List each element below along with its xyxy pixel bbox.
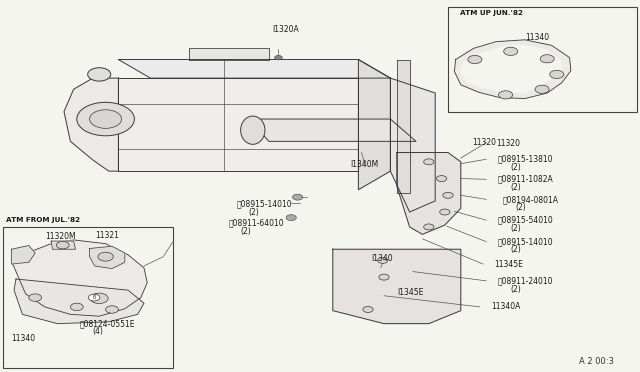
Circle shape bbox=[550, 70, 564, 78]
Circle shape bbox=[504, 47, 518, 55]
Circle shape bbox=[70, 303, 83, 311]
Circle shape bbox=[56, 241, 69, 249]
Text: 11345E: 11345E bbox=[494, 260, 523, 269]
Polygon shape bbox=[189, 48, 269, 60]
Circle shape bbox=[440, 209, 450, 215]
Text: Ⓞ08915-14010: Ⓞ08915-14010 bbox=[237, 199, 292, 208]
Circle shape bbox=[443, 192, 453, 198]
Polygon shape bbox=[461, 45, 562, 92]
Polygon shape bbox=[64, 78, 118, 171]
Text: B: B bbox=[92, 295, 96, 300]
Ellipse shape bbox=[241, 116, 265, 144]
Text: I1345E: I1345E bbox=[397, 288, 423, 297]
Text: I1340: I1340 bbox=[371, 254, 393, 263]
Circle shape bbox=[275, 55, 282, 60]
Text: (4): (4) bbox=[93, 327, 104, 336]
Text: 11340A: 11340A bbox=[492, 302, 521, 311]
Text: I1340M: I1340M bbox=[351, 160, 379, 169]
Text: ⒲08124-0551E: ⒲08124-0551E bbox=[80, 319, 136, 328]
Text: Ⓠ08915-54010: Ⓠ08915-54010 bbox=[498, 216, 554, 225]
Circle shape bbox=[535, 85, 549, 93]
Text: ATM FROM JUL.'82: ATM FROM JUL.'82 bbox=[6, 217, 81, 223]
Text: ⒲08194-0801A: ⒲08194-0801A bbox=[503, 195, 559, 204]
Circle shape bbox=[106, 306, 118, 313]
Bar bbox=[448, 7, 637, 112]
Text: 11320M: 11320M bbox=[45, 232, 76, 241]
Polygon shape bbox=[51, 241, 76, 249]
Circle shape bbox=[98, 252, 113, 261]
Polygon shape bbox=[358, 60, 390, 190]
Text: Ⓡ08915-14010: Ⓡ08915-14010 bbox=[498, 237, 554, 246]
Text: A 2 00:3: A 2 00:3 bbox=[579, 357, 614, 366]
Circle shape bbox=[363, 307, 373, 312]
Polygon shape bbox=[397, 60, 410, 193]
Circle shape bbox=[88, 68, 111, 81]
Text: 11320: 11320 bbox=[496, 139, 520, 148]
Circle shape bbox=[29, 294, 42, 301]
Polygon shape bbox=[250, 119, 416, 141]
Polygon shape bbox=[14, 279, 144, 324]
Text: (2): (2) bbox=[240, 227, 251, 236]
Circle shape bbox=[286, 215, 296, 221]
Text: (2): (2) bbox=[511, 183, 522, 192]
Circle shape bbox=[540, 55, 554, 63]
Polygon shape bbox=[90, 246, 125, 269]
Polygon shape bbox=[397, 153, 461, 234]
Circle shape bbox=[436, 176, 447, 182]
Circle shape bbox=[88, 294, 100, 301]
Polygon shape bbox=[13, 240, 147, 316]
Text: (2): (2) bbox=[516, 203, 527, 212]
Text: Ⓞ08911-64010: Ⓞ08911-64010 bbox=[228, 219, 284, 228]
Text: 11340: 11340 bbox=[525, 33, 549, 42]
Polygon shape bbox=[333, 249, 461, 324]
Circle shape bbox=[468, 55, 482, 64]
Bar bbox=[3, 227, 173, 368]
Text: (2): (2) bbox=[511, 163, 522, 172]
Circle shape bbox=[292, 194, 303, 200]
Text: (2): (2) bbox=[248, 208, 259, 217]
Polygon shape bbox=[454, 40, 571, 99]
Text: 11320: 11320 bbox=[472, 138, 497, 147]
Circle shape bbox=[90, 293, 108, 304]
Circle shape bbox=[379, 274, 389, 280]
Polygon shape bbox=[118, 60, 390, 78]
Text: Ⓠ08915-13810: Ⓠ08915-13810 bbox=[498, 155, 554, 164]
Circle shape bbox=[499, 91, 513, 99]
Text: (2): (2) bbox=[511, 246, 522, 254]
Circle shape bbox=[90, 110, 122, 128]
Text: 11321: 11321 bbox=[95, 231, 118, 240]
Text: Ⓞ08911-24010: Ⓞ08911-24010 bbox=[498, 276, 554, 285]
Circle shape bbox=[77, 102, 134, 136]
Circle shape bbox=[424, 224, 434, 230]
Circle shape bbox=[424, 159, 434, 165]
Text: I1320A: I1320A bbox=[272, 25, 299, 34]
Polygon shape bbox=[390, 78, 435, 212]
Polygon shape bbox=[12, 246, 35, 264]
Text: Ⓞ08911-1082A: Ⓞ08911-1082A bbox=[498, 175, 554, 184]
Polygon shape bbox=[118, 78, 358, 171]
Text: (2): (2) bbox=[511, 285, 522, 294]
Text: (2): (2) bbox=[511, 224, 522, 233]
Text: ATM UP JUN.'82: ATM UP JUN.'82 bbox=[460, 10, 522, 16]
Text: 11340: 11340 bbox=[12, 334, 36, 343]
Circle shape bbox=[378, 257, 388, 263]
